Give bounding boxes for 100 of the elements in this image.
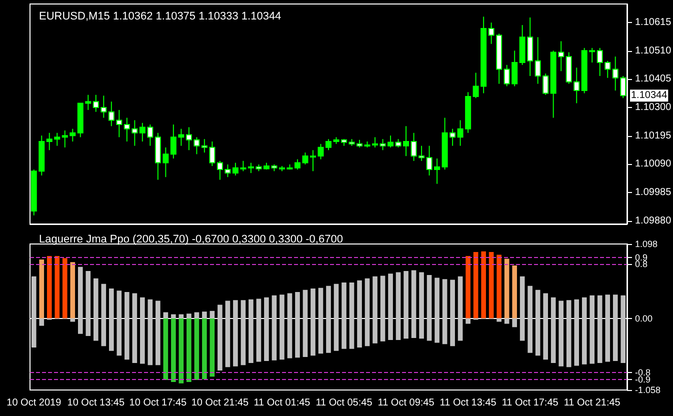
bar	[488, 252, 494, 318]
bar	[140, 297, 145, 364]
bar	[163, 312, 168, 318]
bar	[171, 318, 176, 382]
bar	[264, 297, 269, 362]
bar	[590, 295, 595, 364]
x-tick-label: 10 Oct 17:45	[129, 398, 187, 408]
bar	[334, 284, 339, 351]
text: EURUSD,M15 1.10362 1.10375 1.10333 1.10344	[39, 10, 282, 22]
bar	[582, 297, 587, 364]
bar	[287, 293, 292, 358]
bar	[543, 293, 548, 360]
bar	[132, 293, 138, 364]
bar	[156, 300, 160, 366]
bar	[101, 284, 106, 346]
bar	[248, 299, 254, 364]
bar	[116, 290, 122, 356]
x-tick-label: 10 Oct 2019	[6, 398, 62, 408]
bar	[280, 294, 284, 360]
bar	[124, 292, 130, 360]
bar	[86, 270, 91, 336]
x-tick-label: 11 Oct 05:45	[316, 398, 373, 408]
bar	[566, 300, 572, 368]
bar	[46, 256, 52, 318]
bar	[466, 318, 470, 324]
bar	[528, 286, 532, 353]
bar	[364, 278, 370, 346]
bar	[620, 295, 626, 364]
bar	[574, 299, 580, 366]
bar	[78, 266, 83, 334]
x-tick-label: 11 Oct 01:45	[254, 398, 311, 408]
bar	[512, 266, 517, 318]
bar	[466, 256, 470, 318]
bar	[326, 286, 331, 353]
bar	[240, 300, 246, 366]
bar	[512, 318, 517, 328]
y-tick-label: 1.10615	[635, 17, 672, 28]
bar	[94, 278, 98, 341]
bar	[202, 318, 207, 380]
bar	[210, 310, 215, 318]
bar	[318, 288, 324, 354]
y-tick-label: 0.00	[635, 313, 653, 324]
y-tick-label: 1.10510	[635, 45, 672, 56]
bar	[450, 280, 455, 346]
bar	[481, 251, 486, 318]
bar	[597, 295, 602, 364]
bar	[233, 300, 238, 366]
bar	[210, 318, 215, 377]
bar	[62, 258, 68, 318]
bar	[426, 275, 432, 341]
bar	[186, 314, 192, 318]
bar	[109, 288, 114, 351]
bar	[535, 290, 540, 356]
x-tick-label: 11 Oct 09:45	[378, 398, 435, 408]
bar	[396, 272, 401, 340]
bar	[558, 300, 564, 366]
bar	[178, 318, 184, 384]
x-tick-label: 11 Oct 17:45	[502, 398, 559, 408]
x-tick-label: 11 Oct 13:45	[440, 398, 497, 408]
bar	[31, 276, 36, 348]
bar	[612, 294, 618, 362]
bar	[70, 318, 76, 322]
bar	[388, 274, 393, 340]
bar	[178, 314, 184, 318]
bar	[442, 279, 448, 344]
y-tick-label: 1.09880	[635, 215, 672, 226]
bar	[39, 318, 44, 326]
bar	[496, 254, 502, 318]
bar	[256, 298, 262, 362]
y-tick-label: 1.09985	[635, 186, 672, 198]
x-tick-label: 11 Oct 21:45	[564, 398, 621, 408]
y-tick-label: 1.10090	[635, 158, 672, 170]
bar	[225, 300, 230, 368]
bar	[310, 288, 316, 356]
bar	[39, 259, 44, 318]
x-tick-label: 10 Oct 21:45	[191, 398, 250, 408]
text: 1.10344	[631, 90, 668, 102]
bar	[171, 314, 176, 318]
bar	[357, 280, 362, 348]
bar	[272, 295, 277, 360]
bar	[218, 304, 222, 370]
bar	[202, 312, 207, 318]
bar	[295, 292, 300, 358]
bar	[194, 312, 200, 318]
bar	[550, 297, 556, 364]
bar	[163, 318, 168, 380]
bar	[342, 282, 346, 349]
y-tick-label: 1.098	[635, 239, 658, 249]
bar	[504, 318, 510, 324]
bar	[54, 256, 60, 318]
bar	[186, 318, 192, 382]
bar	[411, 270, 416, 338]
bar	[349, 282, 354, 349]
bar	[605, 294, 610, 362]
bar	[70, 262, 76, 318]
bar	[473, 252, 478, 318]
bar	[504, 258, 510, 318]
candlestick	[326, 138, 332, 151]
bar	[380, 276, 386, 342]
y-tick-label: 1.10405	[635, 74, 672, 85]
